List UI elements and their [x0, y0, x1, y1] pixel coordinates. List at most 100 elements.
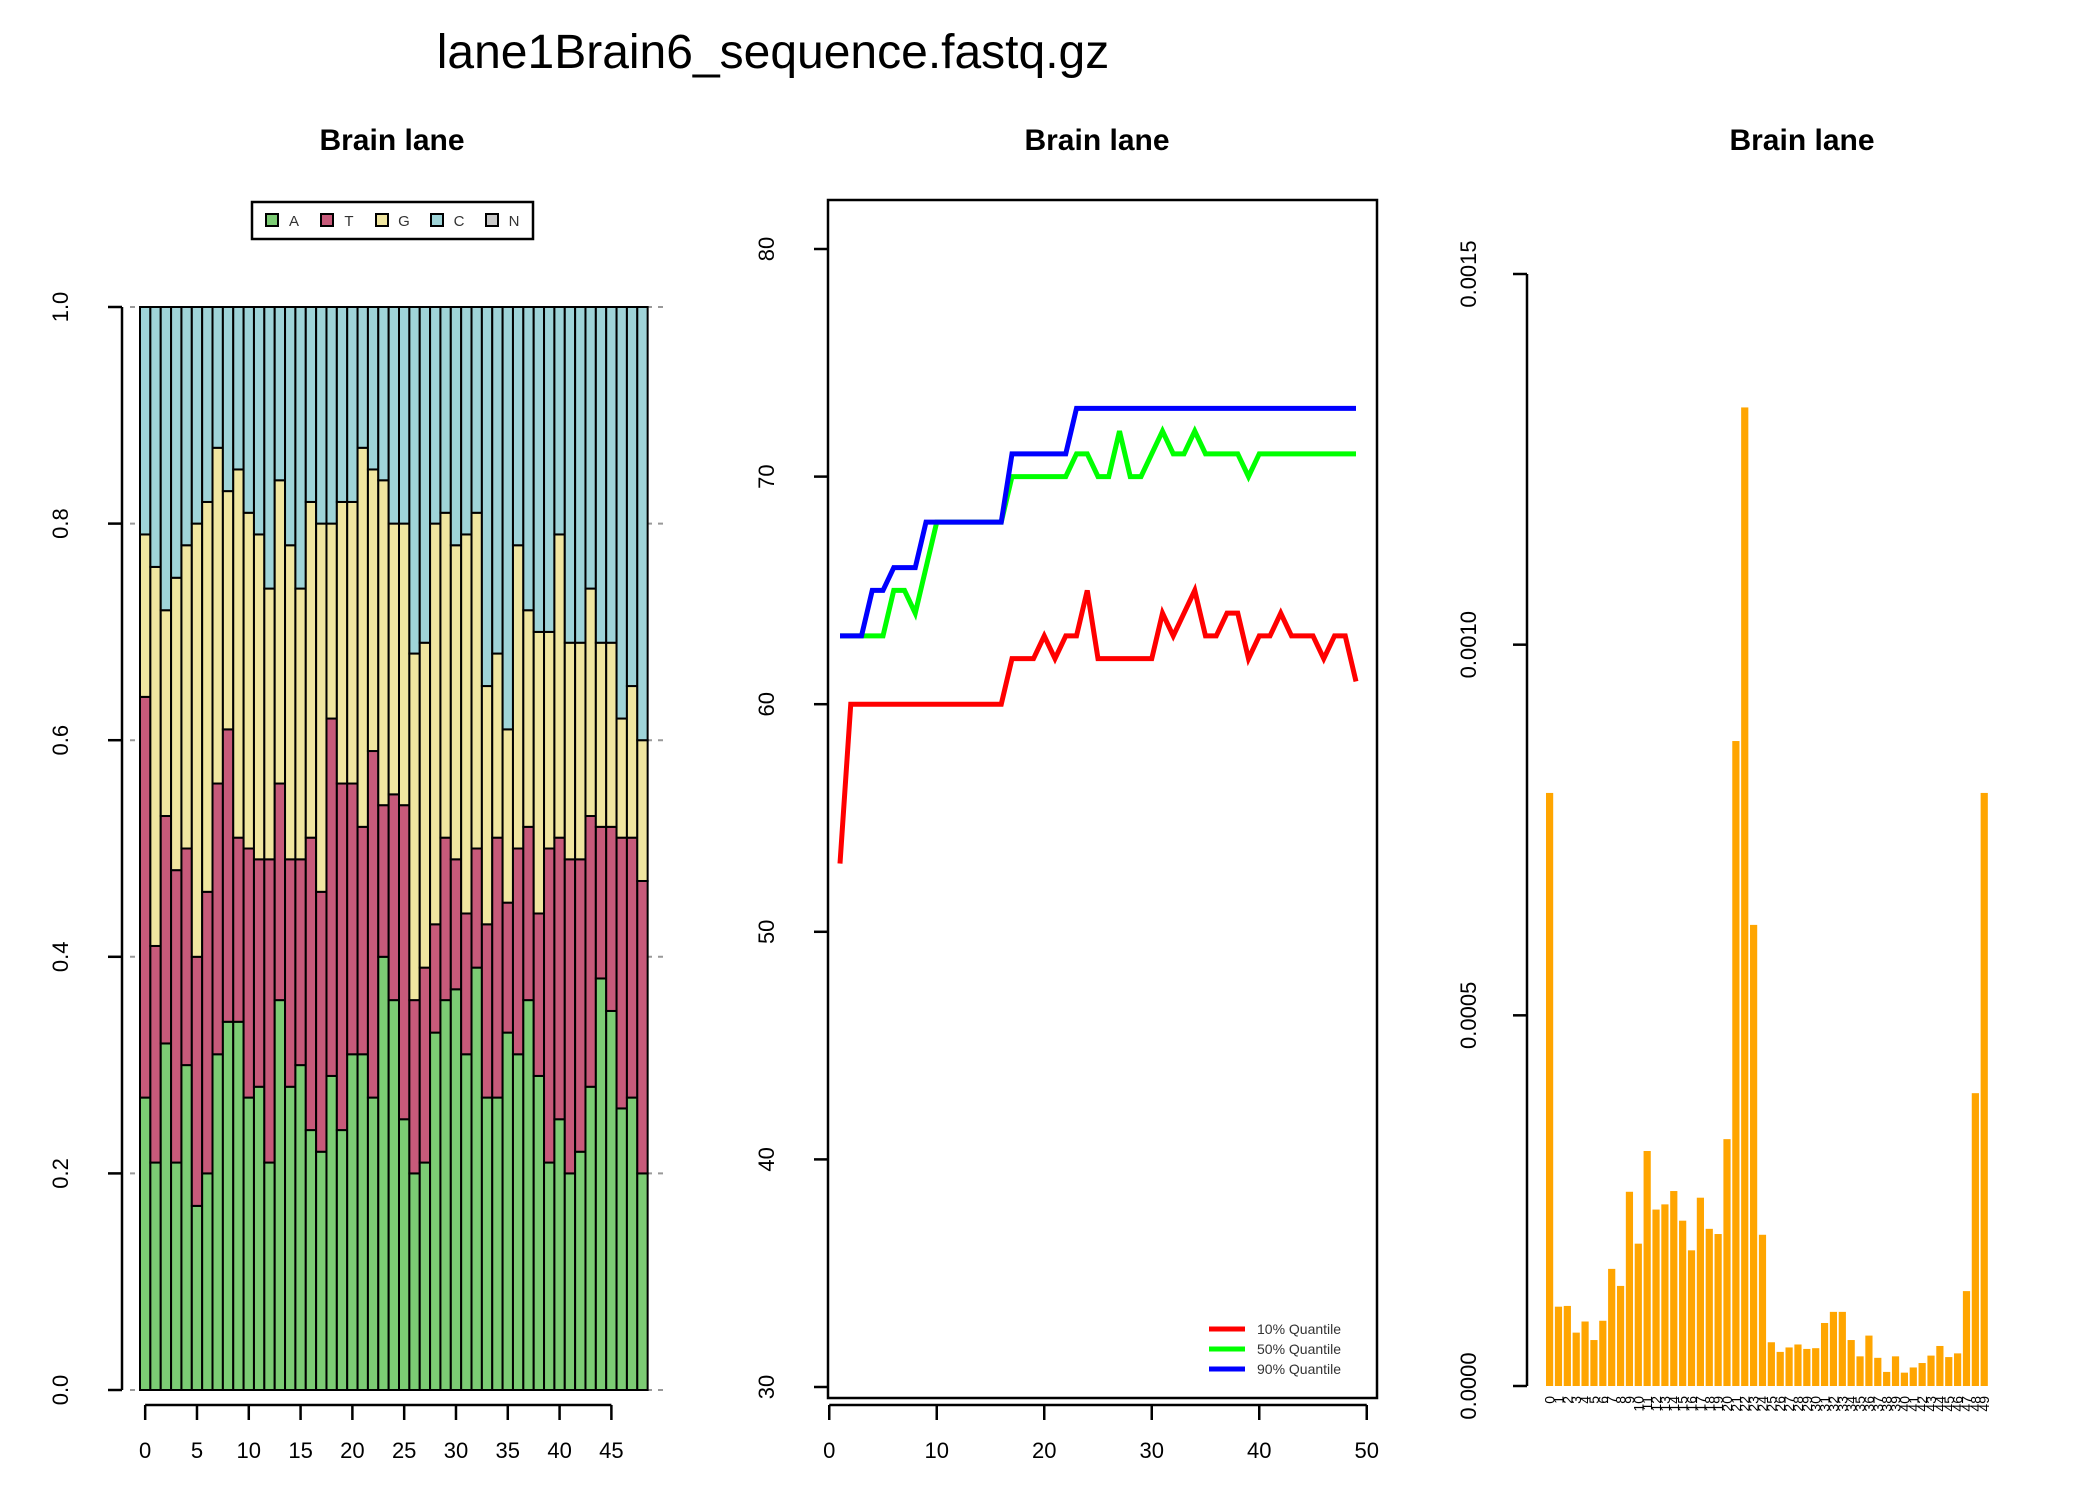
- chart1-bar-T: [439, 836, 452, 1002]
- chart1-y-tick-label: 0.6: [48, 725, 73, 756]
- chart1-legend-swatch-T: [320, 213, 334, 227]
- chart3-bar: [1829, 1311, 1838, 1386]
- chart1-bar-G: [553, 533, 566, 839]
- chart1-legend-label: G: [398, 213, 410, 230]
- chart3-x-tick-label: 13: [1657, 1396, 1673, 1412]
- chart2-y-tick-label: 30: [754, 1375, 779, 1399]
- chart3-x-tick-label: 21: [1728, 1396, 1744, 1412]
- chart2-y-tick-label: 50: [754, 920, 779, 944]
- chart2-series-line-q50: [840, 425, 1356, 639]
- chart3-x-tick-label: 31: [1817, 1396, 1833, 1412]
- chart1-bar-A: [366, 1096, 380, 1391]
- chart2-y-tick-label: 60: [754, 692, 779, 716]
- chart1-bar-A: [377, 955, 390, 1391]
- chart1-bar-A: [418, 1161, 432, 1391]
- chart1-bar-T: [377, 804, 390, 958]
- chart3-bar: [1758, 1234, 1767, 1386]
- chart1-bar-T: [211, 782, 224, 1056]
- chart3-x-tick-label: 10: [1630, 1396, 1646, 1412]
- base-composition-chart: Brain lane 0.0 0.2 0.4 0.6 0.8 1.0 0 5 10 15 20 25 3…: [48, 124, 665, 1463]
- chart1-bar-G: [149, 565, 162, 947]
- chart3-bar: [1634, 1243, 1642, 1386]
- chart1-bar-A: [543, 1161, 556, 1391]
- chart1-bar-G: [252, 533, 266, 861]
- chart1-x-tick-label: 45: [599, 1438, 623, 1463]
- chart1-bar-C: [180, 306, 193, 547]
- chart1-bar-T: [284, 858, 297, 1088]
- chart1-bar-C: [532, 306, 546, 633]
- chart3-x-tick-label: 24: [1754, 1396, 1770, 1412]
- chart1-bar-G: [625, 685, 639, 839]
- chart1-bar-C: [584, 306, 597, 590]
- chart1-bar-G: [491, 652, 504, 839]
- chart3-bar: [1785, 1347, 1793, 1386]
- chart1-bar-A: [149, 1161, 162, 1391]
- chart3-bar: [1927, 1355, 1935, 1386]
- chart1-bar-A: [522, 999, 535, 1391]
- chart1-bar-A: [574, 1150, 587, 1391]
- chart1-x-tick-label: 35: [496, 1438, 520, 1463]
- chart1-bar-G: [366, 468, 380, 753]
- chart1-bar-C: [625, 306, 639, 688]
- chart3-y-tick-label: 0.0005: [1456, 982, 1481, 1049]
- chart3-x-tick-label: 0: [1542, 1396, 1558, 1404]
- chart3-bar: [1687, 1250, 1696, 1386]
- chart1-bar-G: [284, 544, 297, 861]
- chart1-bar-A: [304, 1129, 318, 1391]
- chart1-bar-C: [470, 306, 483, 514]
- chart3-x-tick-label: 19: [1710, 1396, 1726, 1412]
- chart1-bar-T: [139, 695, 152, 1099]
- chart1-bar-T: [263, 858, 276, 1164]
- chart1-bar-T: [398, 804, 411, 1121]
- chart1-bar-C: [480, 306, 494, 688]
- chart3-bar: [1865, 1335, 1873, 1386]
- chart1-bar-T: [242, 847, 255, 1099]
- chart3-bar: [1909, 1367, 1917, 1386]
- chart1-legend-swatch-G: [375, 213, 389, 227]
- chart1-bar-G: [460, 533, 473, 915]
- chart1-bar-G: [346, 500, 359, 785]
- chart3-bar: [1812, 1348, 1820, 1386]
- chart3-x-tick-label: 41: [1905, 1396, 1921, 1412]
- chart3-bar: [1847, 1340, 1855, 1386]
- chart1-bar-A: [335, 1129, 349, 1391]
- chart1-bar-T: [491, 836, 504, 1099]
- chart1-bar-A: [263, 1161, 276, 1391]
- chart3-bar: [1803, 1348, 1811, 1386]
- chart1-bar-A: [532, 1074, 546, 1392]
- chart1-legend-label: A: [289, 213, 299, 230]
- chart1-bar-T: [252, 858, 266, 1088]
- chart3-x-tick-label: 14: [1666, 1396, 1682, 1412]
- chart3-x-tick-label: 15: [1675, 1396, 1691, 1412]
- chart1-bar-T: [553, 836, 566, 1121]
- chart1-bar-C: [408, 306, 421, 655]
- chart1-bar-C: [211, 306, 224, 449]
- chart1-bar-A: [449, 988, 463, 1391]
- chart1-bar-G: [221, 490, 235, 731]
- chart3-x-tick-label: 6: [1595, 1396, 1611, 1404]
- chart1-bar-A: [615, 1107, 628, 1392]
- chart1-bar-A: [242, 1096, 255, 1391]
- chart1-bar-G: [636, 739, 649, 882]
- chart1-bar-T: [615, 836, 628, 1110]
- chart3-x-tick-label: 34: [1843, 1396, 1859, 1412]
- chart3-bar: [1980, 792, 1988, 1386]
- chart3-x-tick-label: 5: [1586, 1396, 1602, 1404]
- chart1-bar-T: [605, 825, 618, 1012]
- chart3-bar: [1820, 1322, 1829, 1386]
- chart1-bar-C: [346, 306, 359, 503]
- chart1-bar-C: [273, 306, 287, 482]
- chart1-bar-A: [398, 1118, 411, 1391]
- chart1-bar-A: [346, 1053, 359, 1392]
- chart1-y-tick-label: 0.4: [48, 942, 73, 973]
- chart1-bar-T: [315, 890, 328, 1153]
- chart1-bar-C: [449, 306, 463, 547]
- chart1-bar-T: [387, 793, 401, 1002]
- chart1-bar-A: [480, 1096, 494, 1391]
- chart1-bar-T: [460, 912, 473, 1056]
- chart1-bar-A: [139, 1096, 152, 1391]
- chart1-bar-C: [511, 306, 525, 547]
- chart1-legend-label: T: [344, 213, 353, 230]
- chart1-bar-T: [232, 836, 245, 1023]
- chart3-bar: [1900, 1372, 1908, 1386]
